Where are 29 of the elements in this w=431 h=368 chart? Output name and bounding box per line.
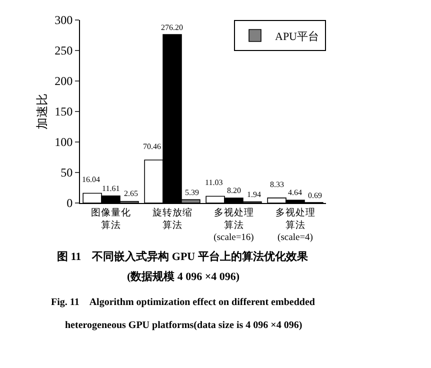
data-label: 0.69 xyxy=(308,191,322,200)
x-tick-label: 多视处理算法(scale=4) xyxy=(275,206,316,244)
caption: 图 11 不同嵌入式异构 GPU 平台上的算法优化效果 xyxy=(57,250,309,263)
y-tick-label: 150 xyxy=(54,104,73,119)
data-label: 2.65 xyxy=(124,189,138,198)
data-label: 1.94 xyxy=(247,190,261,199)
y-tick-label: 0 xyxy=(66,196,73,210)
y-tick-label: 100 xyxy=(54,135,73,150)
y-tick-label: 250 xyxy=(54,44,73,58)
x-tick-label: 多视处理算法(scale=16) xyxy=(214,206,254,244)
data-label: 11.03 xyxy=(205,178,223,187)
data-label: 70.46 xyxy=(143,142,161,151)
data-label: 16.04 xyxy=(82,175,100,184)
data-label: 5.39 xyxy=(185,188,199,197)
caption: Fig. 11 Algorithm optimization effect on different embedded xyxy=(51,297,316,308)
x-tick-label: 旋转放缩算法 xyxy=(152,206,192,231)
y-axis-title: 加速比 xyxy=(35,94,49,130)
data-label: 4.64 xyxy=(288,188,302,197)
data-label: 276.20 xyxy=(161,23,183,32)
y-tick-label: 50 xyxy=(60,166,73,180)
x-tick-label: 图像量化算法 xyxy=(90,206,131,231)
text: heterogeneous GPU platforms(data size is 4 096 ×4 096) xyxy=(65,320,302,331)
legend-label: APU平台 xyxy=(275,30,320,43)
text: (数据规模 4 096 ×4 096) xyxy=(127,270,240,283)
y-tick-label: 200 xyxy=(54,74,73,88)
data-label: 8.20 xyxy=(227,186,241,195)
data-label: 8.33 xyxy=(270,180,284,189)
y-tick-label: 300 xyxy=(54,13,73,28)
data-label: 11.61 xyxy=(102,184,120,193)
